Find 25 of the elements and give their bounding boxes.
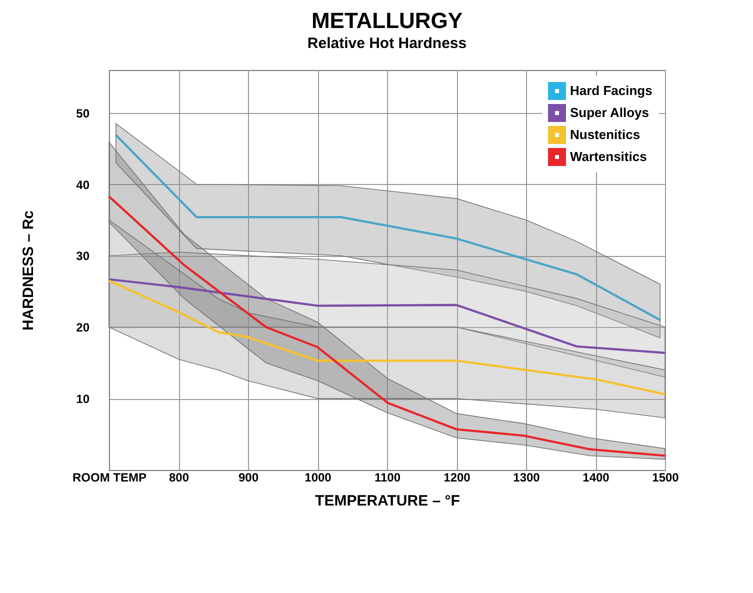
- x-tick-label: 1100: [374, 470, 401, 484]
- x-tick-label: 1400: [582, 470, 610, 484]
- x-tick-label: 1000: [304, 470, 332, 484]
- x-tick-label: 800: [168, 470, 190, 484]
- legend-label: Hard Facings: [570, 83, 652, 98]
- y-tick-label: 50: [76, 106, 90, 120]
- x-tick-label: ROOM TEMP: [72, 470, 146, 484]
- legend-label: Super Alloys: [570, 105, 649, 120]
- x-tick-label: 1500: [652, 470, 680, 484]
- y-tick-label: 30: [76, 249, 90, 264]
- y-tick-label: 20: [76, 320, 90, 335]
- x-tick-label: 900: [238, 470, 259, 484]
- y-tick-label: 40: [76, 178, 90, 192]
- y-axis-title: HARDNESS – Rc: [20, 210, 38, 331]
- line-series: [108, 280, 666, 396]
- x-tick-label: 1300: [513, 470, 540, 484]
- x-tick-label: 1200: [444, 470, 471, 484]
- x-axis-title: TEMPERATURE – °F: [315, 492, 460, 510]
- chart-subtitle: Relative Hot Hardness: [307, 35, 467, 52]
- legend-label: Nustenitics: [570, 127, 640, 142]
- chart-title: METALLURGY: [311, 8, 463, 33]
- legend-label: Wartensitics: [570, 149, 647, 164]
- y-tick-label: 10: [76, 392, 90, 406]
- line-series: [108, 278, 666, 354]
- line-series: [108, 195, 666, 457]
